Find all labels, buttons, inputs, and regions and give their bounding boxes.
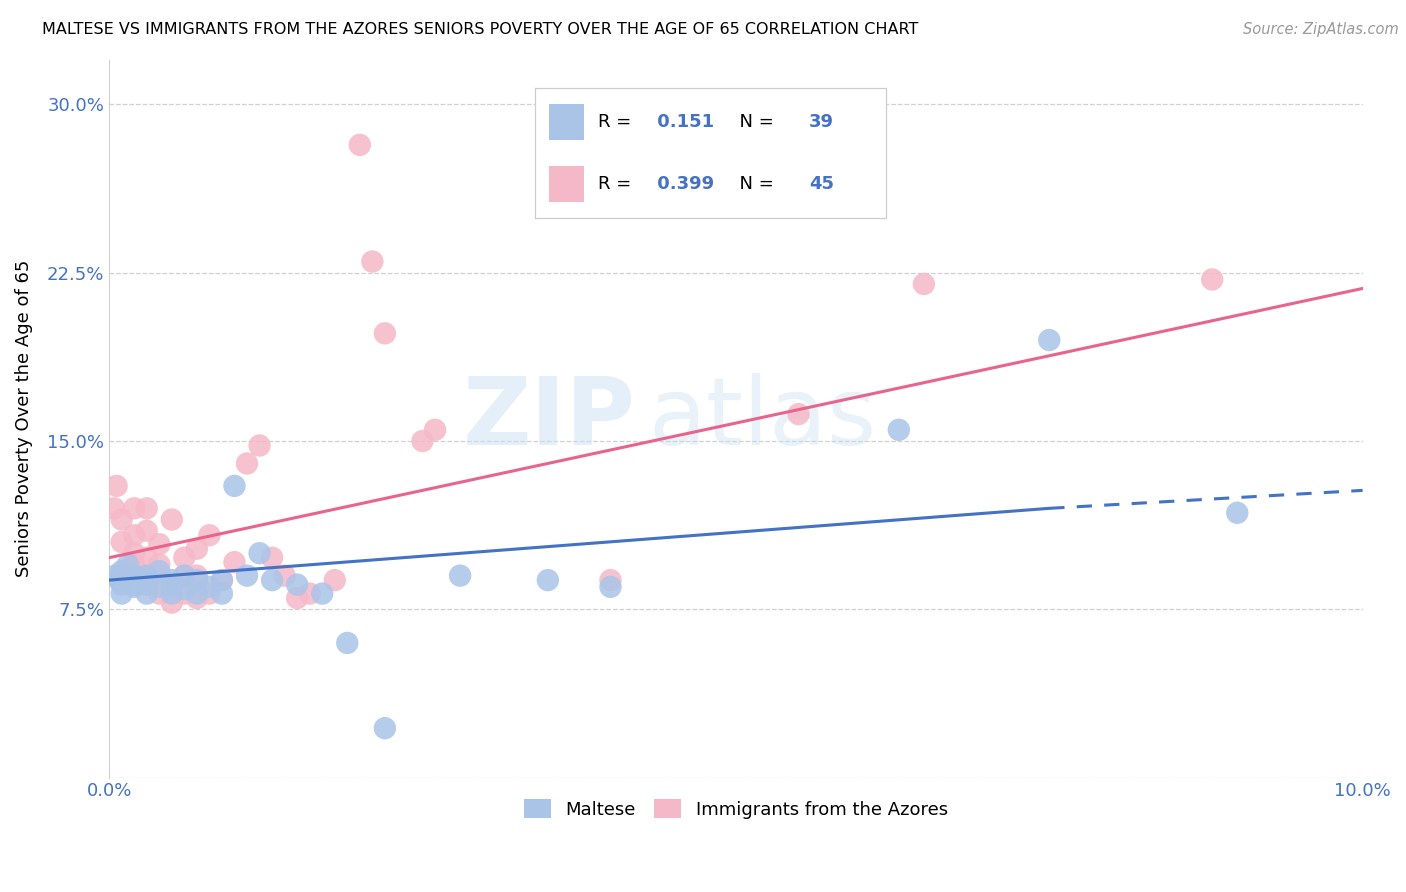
Point bbox=[298, 586, 321, 600]
Point bbox=[122, 580, 145, 594]
Point bbox=[285, 577, 308, 591]
Point bbox=[135, 586, 157, 600]
Point bbox=[122, 501, 145, 516]
Point bbox=[374, 721, 396, 735]
Point bbox=[105, 479, 128, 493]
Point bbox=[160, 512, 183, 526]
Text: atlas: atlas bbox=[648, 373, 876, 465]
Point bbox=[173, 582, 195, 596]
Point bbox=[173, 568, 195, 582]
Point bbox=[599, 573, 621, 587]
Point bbox=[135, 568, 157, 582]
Point bbox=[198, 528, 221, 542]
Point bbox=[262, 573, 284, 587]
Point bbox=[135, 573, 157, 587]
Point bbox=[887, 423, 910, 437]
Point bbox=[148, 558, 170, 572]
Point bbox=[211, 586, 233, 600]
Point bbox=[135, 501, 157, 516]
Point bbox=[211, 573, 233, 587]
Point bbox=[336, 636, 359, 650]
Point bbox=[349, 137, 371, 152]
Point bbox=[211, 573, 233, 587]
Point bbox=[198, 586, 221, 600]
Point bbox=[273, 568, 295, 582]
Text: ZIP: ZIP bbox=[463, 373, 636, 465]
Text: MALTESE VS IMMIGRANTS FROM THE AZORES SENIORS POVERTY OVER THE AGE OF 65 CORRELA: MALTESE VS IMMIGRANTS FROM THE AZORES SE… bbox=[42, 22, 918, 37]
Point bbox=[108, 573, 131, 587]
Point bbox=[186, 568, 208, 582]
Point bbox=[111, 564, 134, 578]
Point bbox=[160, 580, 183, 594]
Point bbox=[224, 555, 246, 569]
Point bbox=[103, 501, 125, 516]
Point bbox=[224, 479, 246, 493]
Point bbox=[1038, 333, 1060, 347]
Point bbox=[122, 528, 145, 542]
Point bbox=[249, 546, 271, 560]
Point bbox=[148, 564, 170, 578]
Point bbox=[117, 558, 139, 572]
Point bbox=[1226, 506, 1249, 520]
Point bbox=[173, 568, 195, 582]
Point bbox=[912, 277, 935, 291]
Y-axis label: Seniors Poverty Over the Age of 65: Seniors Poverty Over the Age of 65 bbox=[15, 260, 32, 577]
Point bbox=[323, 573, 346, 587]
Point bbox=[599, 580, 621, 594]
Point bbox=[135, 524, 157, 538]
Point bbox=[186, 541, 208, 556]
Point bbox=[104, 568, 127, 582]
Point bbox=[173, 586, 195, 600]
Point bbox=[148, 586, 170, 600]
Point bbox=[311, 586, 333, 600]
Point bbox=[537, 573, 560, 587]
Point bbox=[160, 586, 183, 600]
Point bbox=[236, 457, 259, 471]
Point bbox=[122, 577, 145, 591]
Point bbox=[198, 580, 221, 594]
Point bbox=[423, 423, 446, 437]
Point bbox=[160, 573, 183, 587]
Point bbox=[135, 550, 157, 565]
Point bbox=[787, 407, 810, 421]
Point bbox=[135, 577, 157, 591]
Point bbox=[449, 568, 471, 582]
Legend: Maltese, Immigrants from the Azores: Maltese, Immigrants from the Azores bbox=[517, 792, 955, 826]
Point bbox=[111, 535, 134, 549]
Point bbox=[111, 586, 134, 600]
Point bbox=[111, 577, 134, 591]
Point bbox=[122, 568, 145, 582]
Point bbox=[148, 537, 170, 551]
Point bbox=[285, 591, 308, 605]
Point bbox=[160, 596, 183, 610]
Point bbox=[236, 568, 259, 582]
Point bbox=[262, 550, 284, 565]
Text: Source: ZipAtlas.com: Source: ZipAtlas.com bbox=[1243, 22, 1399, 37]
Point bbox=[111, 512, 134, 526]
Point bbox=[374, 326, 396, 341]
Point bbox=[186, 591, 208, 605]
Point bbox=[249, 438, 271, 452]
Point bbox=[173, 550, 195, 565]
Point bbox=[186, 586, 208, 600]
Point bbox=[135, 568, 157, 582]
Point bbox=[122, 558, 145, 572]
Point bbox=[160, 577, 183, 591]
Point bbox=[361, 254, 384, 268]
Point bbox=[411, 434, 433, 448]
Point bbox=[148, 580, 170, 594]
Point bbox=[186, 573, 208, 587]
Point bbox=[122, 546, 145, 560]
Point bbox=[1201, 272, 1223, 286]
Point bbox=[111, 568, 134, 582]
